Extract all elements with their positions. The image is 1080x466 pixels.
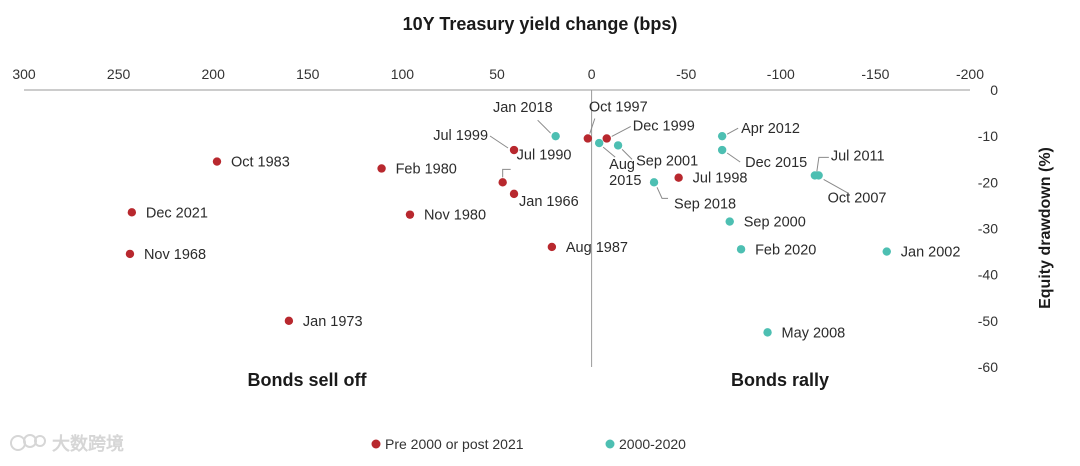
point-sep-2001 — [613, 141, 623, 150]
point-label-sep-2001: Sep 2001 — [636, 153, 698, 169]
legend-marker-2000-2020 — [605, 439, 615, 449]
point-nov-1968 — [125, 249, 135, 259]
y-tick-label: -60 — [978, 359, 998, 375]
point-aug-1987 — [547, 242, 557, 252]
leader-line-jul-1999 — [489, 135, 509, 149]
point-jul-1998 — [674, 173, 683, 182]
x-tick-label: 0 — [588, 66, 596, 82]
point-label-jul-1998: Jul 1998 — [693, 171, 748, 187]
point-label-oct-1983: Oct 1983 — [231, 155, 290, 171]
region-label-sell-off: Bonds sell off — [247, 370, 367, 390]
legend-marker-pre2000 — [371, 439, 381, 449]
y-tick-label: -50 — [978, 313, 998, 329]
point-oct-2007 — [814, 171, 823, 180]
y-tick-label: -20 — [978, 174, 998, 190]
point-label-nov-1968: Nov 1968 — [144, 247, 206, 263]
point-dec-2021 — [127, 208, 137, 217]
point-jul-1990 — [498, 178, 507, 187]
y-tick-label: -40 — [978, 267, 998, 283]
x-tick-label: 100 — [391, 66, 415, 82]
point-sep-2018 — [649, 178, 659, 187]
legend-label-pre2000: Pre 2000 or post 2021 — [385, 436, 524, 452]
leader-line-sep-2001 — [621, 149, 633, 160]
leader-line-jan-2018 — [537, 119, 552, 134]
point-aug-2015 — [594, 138, 604, 148]
leader-line-dec-1999 — [611, 126, 631, 137]
point-dec-1999 — [602, 134, 611, 143]
point-label-sep-2000: Sep 2000 — [744, 215, 806, 231]
point-nov-1980 — [405, 210, 415, 219]
point-label-may-2008: May 2008 — [782, 325, 846, 341]
point-oct-1983 — [212, 157, 222, 166]
point-label-jul-1990: Jul 1990 — [517, 147, 572, 163]
point-label-jan-1966: Jan 1966 — [519, 194, 579, 210]
watermark-text: 大数跨境 — [52, 433, 124, 454]
point-oct-1997 — [583, 134, 593, 143]
point-may-2008 — [763, 328, 772, 337]
point-jan-2018 — [551, 131, 560, 141]
point-label-sep-2018: Sep 2018 — [674, 196, 736, 212]
legend: Pre 2000 or post 2021 2000-2020 — [371, 436, 686, 452]
point-label-jan-1973: Jan 1973 — [303, 314, 363, 330]
point-label-feb-2020: Feb 2020 — [755, 242, 816, 258]
point-label-jul-1999: Jul 1999 — [433, 128, 488, 144]
watermark: 大数跨境 — [10, 433, 124, 454]
x-tick-label: -100 — [767, 66, 795, 82]
point-label-nov-1980: Nov 1980 — [424, 208, 486, 224]
x-tick-label: 50 — [489, 66, 505, 82]
point-jul-1999 — [509, 145, 519, 155]
y-tick-label: 0 — [990, 82, 998, 98]
y-tick-label: -10 — [978, 128, 998, 144]
point-label-jul-2011: Jul 2011 — [831, 148, 885, 164]
point-labels: Oct 1983 Feb 1980 Dec 2021 Nov 1980 Nov 1968… — [144, 99, 960, 341]
point-label-aug-1987: Aug 1987 — [566, 240, 628, 256]
x-tick-label: 200 — [202, 66, 226, 82]
leader-line-dec-2015 — [726, 152, 741, 163]
leader-line-jul-2011 — [816, 156, 829, 172]
point-label-dec-1999: Dec 1999 — [633, 118, 695, 134]
point-label-jan-2018: Jan 2018 — [493, 100, 553, 116]
point-jan-2002 — [882, 247, 891, 256]
point-label-jan-2002: Jan 2002 — [901, 245, 961, 261]
point-label-oct-2007: Oct 2007 — [828, 190, 887, 206]
x-tick-label: -150 — [861, 66, 889, 82]
x-axis-ticks: 300 250 200 150 100 50 0 -50 -100 -150 -200 — [12, 66, 984, 82]
point-jan-1973 — [284, 316, 294, 326]
leader-line-jul-1990 — [502, 168, 511, 178]
x-tick-label: 150 — [296, 66, 320, 82]
y-tick-label: -30 — [978, 221, 998, 237]
chart-title: 10Y Treasury yield change (bps) — [403, 14, 678, 34]
point-apr-2012 — [717, 131, 727, 141]
point-label-dec-2021: Dec 2021 — [146, 205, 208, 221]
point-label-dec-2015: Dec 2015 — [745, 155, 807, 171]
x-tick-label: 250 — [107, 66, 131, 82]
point-jan-1966 — [509, 189, 519, 199]
leader-line-apr-2012 — [726, 127, 739, 135]
label-leader-lines — [489, 118, 849, 199]
x-tick-label: 300 — [12, 66, 36, 82]
x-tick-label: -200 — [956, 66, 984, 82]
point-label-oct-1997: Oct 1997 — [589, 99, 648, 115]
data-points — [125, 131, 891, 337]
point-label-feb-1980: Feb 1980 — [396, 161, 457, 177]
region-label-rally: Bonds rally — [731, 370, 829, 390]
leader-line-sep-2018 — [656, 187, 669, 199]
leader-line-aug-2015 — [602, 146, 616, 158]
legend-label-2000-2020: 2000-2020 — [619, 436, 686, 452]
y-axis-ticks: 0 -10 -20 -30 -40 -50 -60 — [978, 82, 998, 375]
y-axis-label: Equity drawdown (%) — [1037, 147, 1054, 309]
watermark-logo-icon — [10, 434, 46, 451]
point-label-aug-2015: Aug 2015 — [609, 157, 641, 189]
leader-line-oct-2007 — [823, 178, 849, 194]
x-tick-label: -50 — [676, 66, 696, 82]
leader-line-oct-1997 — [589, 118, 596, 134]
point-sep-2000 — [725, 217, 734, 226]
point-feb-2020 — [736, 245, 746, 254]
point-dec-2015 — [717, 145, 727, 155]
point-label-apr-2012: Apr 2012 — [741, 121, 800, 137]
point-feb-1980 — [377, 164, 386, 173]
